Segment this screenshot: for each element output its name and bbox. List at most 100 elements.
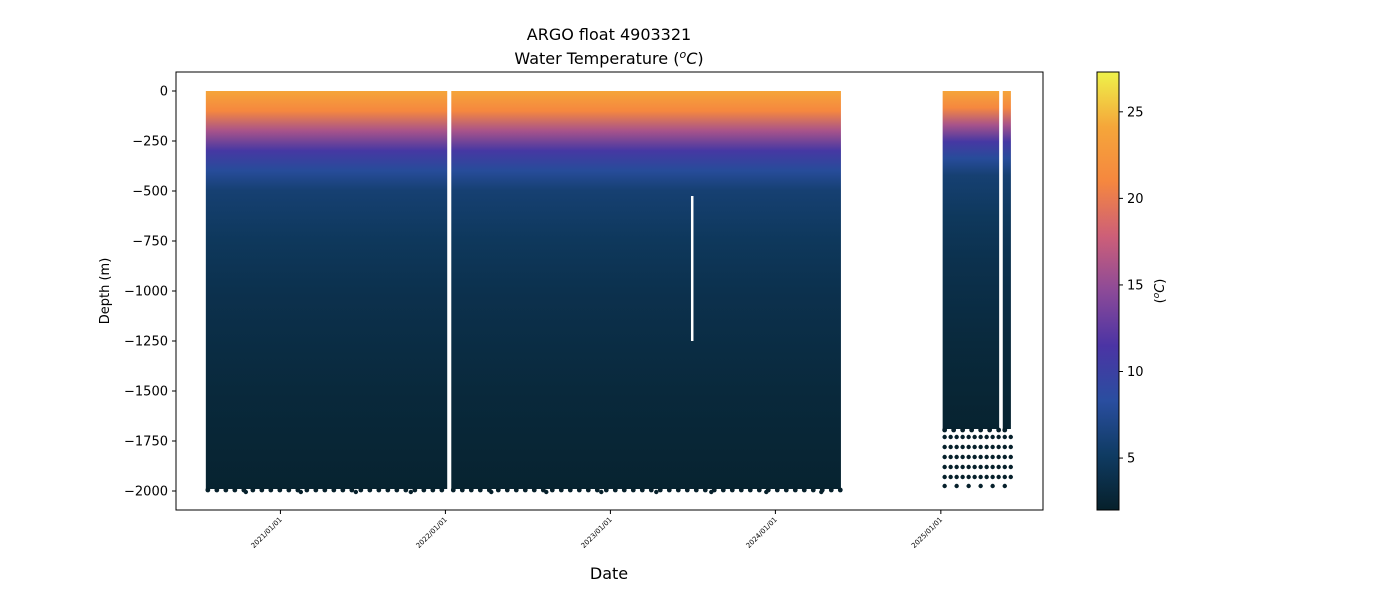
profile-bottom-point <box>304 487 310 493</box>
deep-profile-point <box>972 434 977 440</box>
profile-bottom-point <box>277 487 283 493</box>
deep-profile-point <box>984 444 989 450</box>
title-unit-c: C <box>686 49 698 68</box>
x-tick-label: 2022/01/01 <box>415 516 449 550</box>
profile-segment <box>205 91 448 489</box>
profile-bottom-point <box>720 487 726 493</box>
profile-spike-point <box>764 489 769 495</box>
deep-profile-point <box>948 464 953 470</box>
y-axis-label: Depth (m) <box>98 258 113 325</box>
profile-bottom-point <box>439 487 445 493</box>
profile-bottom-point <box>828 487 834 493</box>
profile-bottom-point <box>702 487 708 493</box>
deep-profile-point <box>1002 434 1007 440</box>
profile-bottom-point <box>268 487 274 493</box>
deep-profile-point <box>960 434 965 440</box>
y-tick-label: −1000 <box>124 285 168 300</box>
deep-profile-point <box>966 483 971 489</box>
deep-profile-point <box>978 464 983 470</box>
profile-bottom-point <box>594 487 600 493</box>
y-tick-label: −250 <box>132 135 168 150</box>
profile-bottom-point <box>313 487 319 493</box>
y-tick-label: 0 <box>160 85 168 100</box>
deep-profile-point <box>1008 464 1013 470</box>
profile-bottom-point <box>801 487 807 493</box>
colorbar-label-close: ) <box>1153 279 1168 284</box>
profile-bottom-point <box>996 427 1002 433</box>
deep-profile-point <box>966 444 971 450</box>
profile-bottom-point <box>978 427 984 433</box>
deep-profile-point <box>954 464 959 470</box>
deep-profile-point <box>942 434 947 440</box>
profile-bottom-point <box>567 487 573 493</box>
title-prefix: Water Temperature ( <box>514 49 679 68</box>
profile-bottom-point <box>214 487 220 493</box>
x-tick-label: 2023/01/01 <box>580 516 614 550</box>
profile-bottom-point <box>495 487 501 493</box>
profile-bottom-point <box>783 487 789 493</box>
colorbar-tick-label: 15 <box>1127 278 1144 293</box>
profile-bottom-point <box>385 487 391 493</box>
profile-bottom-point <box>223 487 229 493</box>
deep-profile-point <box>966 434 971 440</box>
deep-profile-point <box>1008 434 1013 440</box>
profile-bottom-point <box>942 427 948 433</box>
profile-bottom-point <box>513 487 519 493</box>
colorbar-label: (oC) <box>1152 279 1168 304</box>
x-axis-label: Date <box>590 564 628 583</box>
profile-bottom-point <box>951 427 957 433</box>
deep-profile-point <box>1002 444 1007 450</box>
deep-profile-point <box>990 444 995 450</box>
profile-spike-point <box>489 489 494 495</box>
y-tick-label: −750 <box>132 235 168 250</box>
x-axis: 2021/01/01 2022/01/01 2023/01/01 2024/01/01… <box>250 510 944 550</box>
colorbar-label-open: ( <box>1153 298 1168 303</box>
deep-profile-point <box>942 454 947 460</box>
deep-profile-point <box>1002 454 1007 460</box>
colorbar-tick-label: 20 <box>1127 192 1144 207</box>
profile-bottom-point <box>792 487 798 493</box>
profile-bottom-point <box>259 487 265 493</box>
profile-bottom-point <box>969 427 975 433</box>
deep-profile-point <box>990 454 995 460</box>
deep-profile-point <box>996 464 1001 470</box>
deep-profile-point <box>954 444 959 450</box>
deep-profile-point <box>972 444 977 450</box>
deep-profile-point <box>978 483 983 489</box>
profile-bottom-point <box>1002 427 1008 433</box>
y-tick-label: −2000 <box>124 485 168 500</box>
deep-profile-point <box>966 464 971 470</box>
profile-bottom-point <box>837 487 843 493</box>
title-unit-o: o <box>679 48 686 61</box>
colorbar-label-o: o <box>1152 292 1162 298</box>
chart-title-line2: Water Temperature (oC) <box>514 48 703 68</box>
colorbar-tick-label: 5 <box>1127 452 1135 467</box>
x-tick-label: 2021/01/01 <box>250 516 284 550</box>
profile-segment <box>451 91 841 489</box>
colorbar-frame <box>1096 71 1120 511</box>
deep-profile-point <box>942 444 947 450</box>
deep-profile-point <box>954 434 959 440</box>
profile-bottom-point <box>205 487 211 493</box>
plot-area <box>205 91 1013 495</box>
profile-bottom-point <box>666 487 672 493</box>
deep-profile-point <box>948 474 953 480</box>
profile-bottom-point <box>756 487 762 493</box>
deep-profile-point <box>972 464 977 470</box>
profile-bottom-point <box>684 487 690 493</box>
profile-bottom-point <box>612 487 618 493</box>
deep-profile-point <box>966 454 971 460</box>
colorbar-tick-label: 10 <box>1127 365 1144 380</box>
deep-profile-point <box>966 474 971 480</box>
deep-profile-point <box>960 464 965 470</box>
y-tick-label: −1250 <box>124 335 168 350</box>
profile-bottom-point <box>367 487 373 493</box>
profile-spike-point <box>599 489 604 495</box>
profile-bottom-point <box>747 487 753 493</box>
deep-profile-point <box>972 454 977 460</box>
deep-profile-point <box>978 444 983 450</box>
deep-profile-point <box>978 474 983 480</box>
colorbar-tick-label: 25 <box>1127 105 1144 120</box>
profile-bottom-point <box>358 487 364 493</box>
